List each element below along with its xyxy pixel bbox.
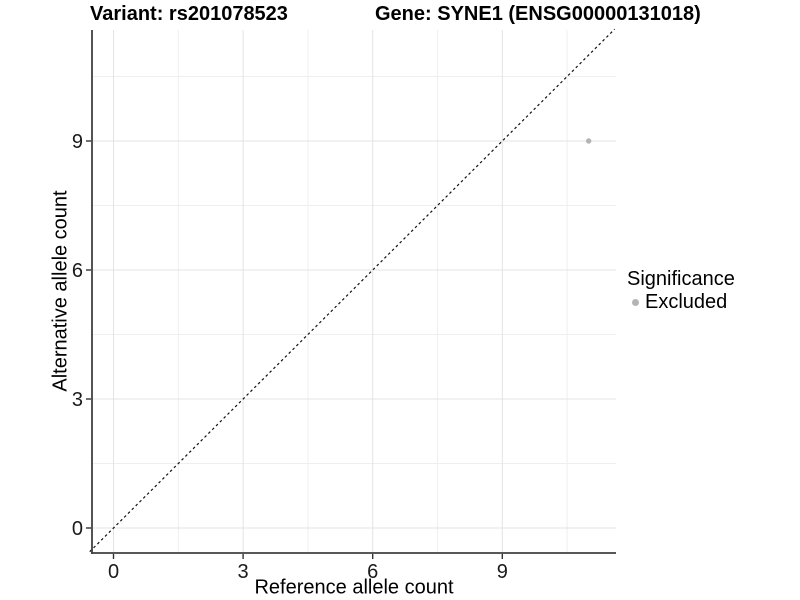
- legend-title: Significance: [627, 268, 735, 290]
- plot-title-gene: Gene: SYNE1 (ENSG00000131018): [375, 3, 701, 25]
- y-tick-label: 9: [72, 131, 83, 153]
- y-tick-label: 0: [72, 518, 83, 540]
- legend-key: [627, 294, 643, 310]
- plot-title-variant: Variant: rs201078523: [90, 3, 288, 25]
- data-point: [586, 138, 592, 144]
- x-axis-title: Reference allele count: [254, 576, 454, 599]
- x-tick-label: 0: [108, 561, 119, 583]
- y-tick-label: 3: [72, 389, 83, 411]
- x-tick-label: 6: [367, 561, 378, 583]
- legend-item-excluded: Excluded: [627, 291, 735, 313]
- x-tick-label: 3: [238, 561, 249, 583]
- x-tick-label: 9: [497, 561, 508, 583]
- identity-dashed-line: [89, 28, 616, 553]
- y-tick-label: 6: [72, 260, 83, 282]
- legend-item-label: Excluded: [645, 291, 728, 313]
- legend: Significance Excluded: [627, 268, 735, 313]
- excluded-point-icon: [631, 298, 639, 306]
- y-axis-title: Alternative allele count: [49, 190, 72, 392]
